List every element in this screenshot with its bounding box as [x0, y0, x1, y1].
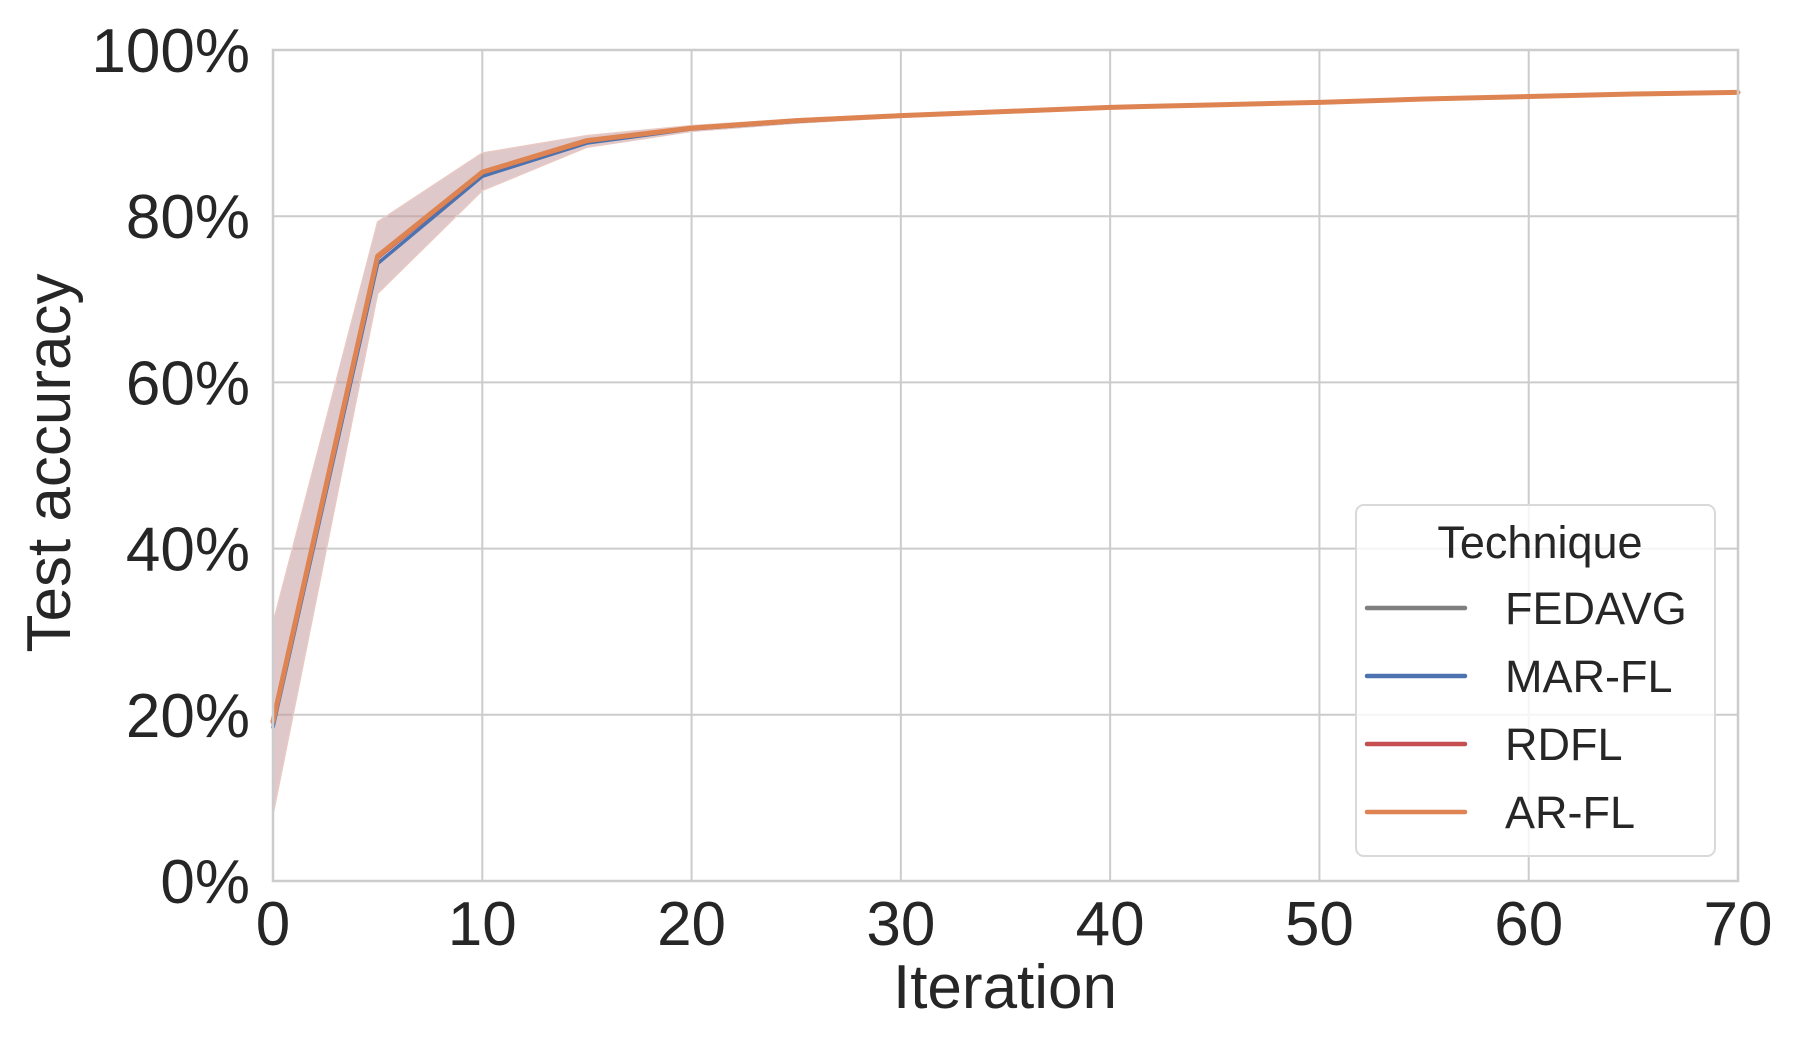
x-tick-label: 70	[1704, 890, 1773, 959]
legend-item-rdfl: RDFL	[1364, 719, 1623, 770]
legend: Technique FEDAVG MAR-FL RDFL AR-FL	[1355, 504, 1716, 857]
x-axis-label: Iteration	[893, 953, 1117, 1022]
x-tick-label: 20	[657, 890, 726, 959]
y-tick-label: 0%	[160, 848, 250, 917]
x-tick-label: 10	[448, 890, 517, 959]
legend-label: MAR-FL	[1505, 651, 1673, 702]
legend-frame	[1355, 504, 1716, 857]
series-line-ar-fl	[270, 89, 1741, 724]
legend-item-fedavg: FEDAVG	[1364, 583, 1687, 634]
x-tick-label: 0	[256, 890, 290, 959]
y-tick-labels: 0% 20% 40% 60% 80% 100%	[91, 17, 250, 917]
x-tick-label: 50	[1285, 890, 1354, 959]
series-lines	[270, 89, 1741, 730]
y-tick-label: 60%	[126, 349, 250, 418]
legend-label: AR-FL	[1505, 787, 1635, 838]
y-tick-label: 20%	[126, 682, 250, 751]
y-tick-label: 40%	[126, 516, 250, 585]
axes-spines	[271, 48, 1740, 883]
plot-frame	[271, 48, 1740, 883]
legend-item-ar-fl: AR-FL	[1364, 787, 1635, 838]
legend-label: RDFL	[1505, 719, 1623, 770]
x-tick-label: 30	[866, 890, 935, 959]
legend-items: FEDAVG MAR-FL RDFL AR-FL	[1364, 583, 1687, 838]
legend-title: Technique	[1437, 517, 1642, 568]
y-tick-label: 80%	[126, 183, 250, 252]
legend-item-mar-fl: MAR-FL	[1364, 651, 1673, 702]
x-tick-label: 40	[1076, 890, 1145, 959]
y-tick-label: 100%	[91, 17, 250, 86]
legend-label: FEDAVG	[1505, 583, 1687, 634]
x-tick-labels: 0 10 20 30 40 50 60 70	[256, 890, 1773, 959]
x-tick-label: 60	[1494, 890, 1563, 959]
y-axis-label: Test accuracy	[15, 273, 84, 652]
